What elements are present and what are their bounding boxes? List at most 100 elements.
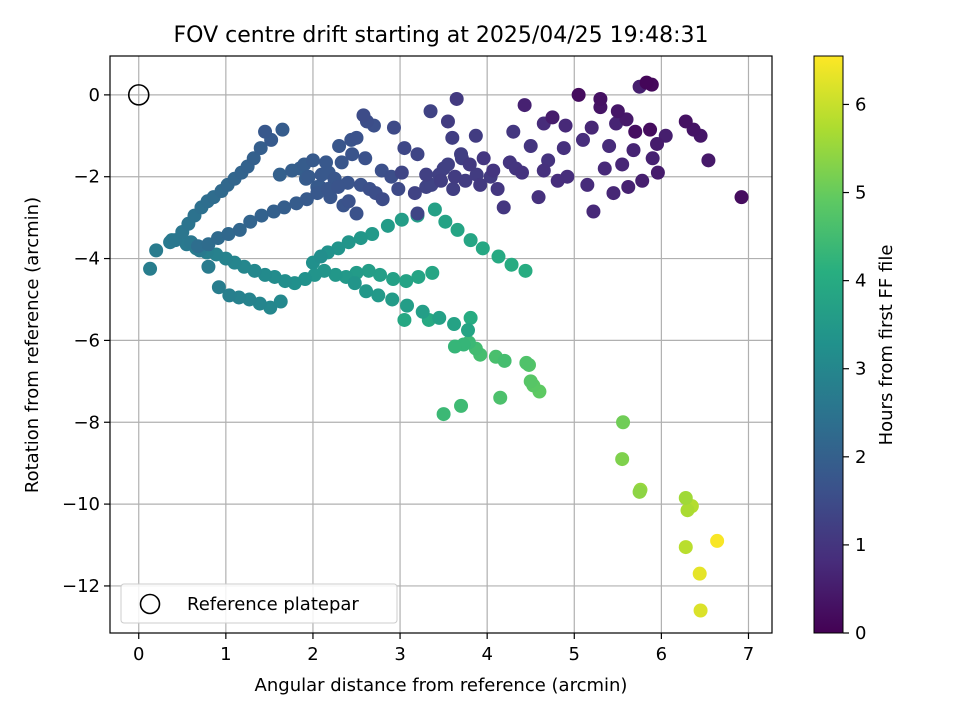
data-point	[301, 169, 316, 184]
colorbar-label: Hours from first FF file	[876, 245, 897, 446]
data-point	[693, 603, 708, 618]
data-point	[427, 202, 442, 217]
data-point	[332, 139, 347, 154]
data-point	[275, 122, 290, 137]
data-point	[491, 249, 506, 264]
data-point	[523, 374, 538, 389]
legend-frame	[120, 583, 398, 624]
data-point	[331, 179, 346, 194]
x-tick-label: 4	[481, 644, 492, 665]
x-axis-label: Angular distance from reference (arcmin)	[255, 675, 628, 696]
data-point	[597, 161, 612, 176]
data-point	[545, 110, 560, 125]
data-point	[476, 151, 491, 166]
scatter-points	[143, 75, 749, 618]
data-point	[447, 339, 462, 354]
data-point	[232, 222, 247, 237]
y-tick-label: −12	[62, 576, 100, 597]
data-point	[365, 227, 380, 242]
data-point	[678, 490, 693, 505]
data-point	[375, 192, 390, 207]
data-point	[616, 415, 631, 430]
data-point	[353, 231, 368, 246]
colorbar-tick-label: 4	[855, 271, 866, 292]
data-point	[632, 484, 647, 499]
x-tick-label: 1	[220, 644, 231, 665]
data-point	[242, 292, 257, 307]
data-point	[515, 165, 530, 180]
data-point	[658, 128, 673, 143]
data-point	[253, 141, 268, 156]
data-point	[407, 186, 422, 201]
plot-area-frame	[109, 55, 773, 634]
data-point	[394, 165, 409, 180]
data-point	[285, 163, 300, 178]
data-point	[468, 128, 483, 143]
data-point	[450, 222, 465, 237]
data-point	[447, 317, 462, 332]
x-axis-ticks: 0 1 2 3 4 5 6 7	[133, 633, 754, 665]
data-point	[519, 355, 534, 370]
data-point	[531, 190, 546, 205]
data-point	[320, 181, 335, 196]
data-point	[463, 310, 478, 325]
data-point	[615, 157, 630, 172]
data-point	[497, 353, 512, 368]
colorbar-tick-label: 2	[855, 447, 866, 468]
y-tick-label: −8	[73, 412, 100, 433]
data-point	[645, 151, 660, 166]
y-tick-label: −6	[73, 330, 100, 351]
data-point	[358, 151, 373, 166]
data-point	[190, 239, 205, 254]
colorbar-tick-label: 0	[855, 623, 866, 644]
data-point	[385, 292, 400, 307]
data-point	[619, 112, 634, 127]
data-point	[386, 120, 401, 135]
data-point	[462, 157, 477, 172]
data-point	[602, 139, 617, 154]
data-point	[246, 151, 261, 166]
data-point	[449, 91, 464, 106]
data-point	[506, 124, 521, 139]
colorbar-tick-label: 6	[855, 94, 866, 115]
data-point	[461, 323, 476, 338]
data-point	[580, 177, 595, 192]
data-point	[349, 206, 364, 221]
data-point	[359, 284, 374, 299]
data-point	[272, 167, 287, 182]
data-point	[411, 269, 426, 284]
data-point	[473, 177, 488, 192]
x-tick-label: 0	[133, 644, 144, 665]
data-point	[277, 200, 292, 215]
data-point	[504, 257, 519, 272]
data-point	[299, 192, 314, 207]
data-point	[221, 227, 236, 242]
data-point	[371, 288, 386, 303]
data-point	[222, 288, 237, 303]
colorbar-tick-label: 5	[855, 183, 866, 204]
data-point	[650, 136, 665, 151]
data-point	[313, 249, 328, 264]
y-axis-label: Rotation from reference (arcmin)	[22, 197, 43, 493]
data-point	[458, 173, 473, 188]
data-point	[523, 139, 538, 154]
data-point	[575, 132, 590, 147]
data-point	[347, 276, 362, 291]
data-point	[400, 298, 415, 313]
data-point	[438, 214, 453, 229]
data-point	[445, 130, 460, 145]
reference-platepar-marker	[127, 84, 150, 106]
data-point	[410, 147, 425, 162]
data-point	[621, 179, 636, 194]
colorbar-tick-label: 1	[855, 535, 866, 556]
data-point	[361, 263, 376, 278]
data-point	[678, 540, 693, 555]
x-tick-label: 6	[656, 644, 667, 665]
data-point	[558, 118, 573, 133]
data-point	[643, 122, 658, 137]
data-point	[149, 243, 164, 258]
y-tick-label: 0	[89, 85, 100, 106]
data-point	[678, 114, 693, 129]
data-point	[463, 233, 478, 248]
data-point	[436, 407, 451, 422]
